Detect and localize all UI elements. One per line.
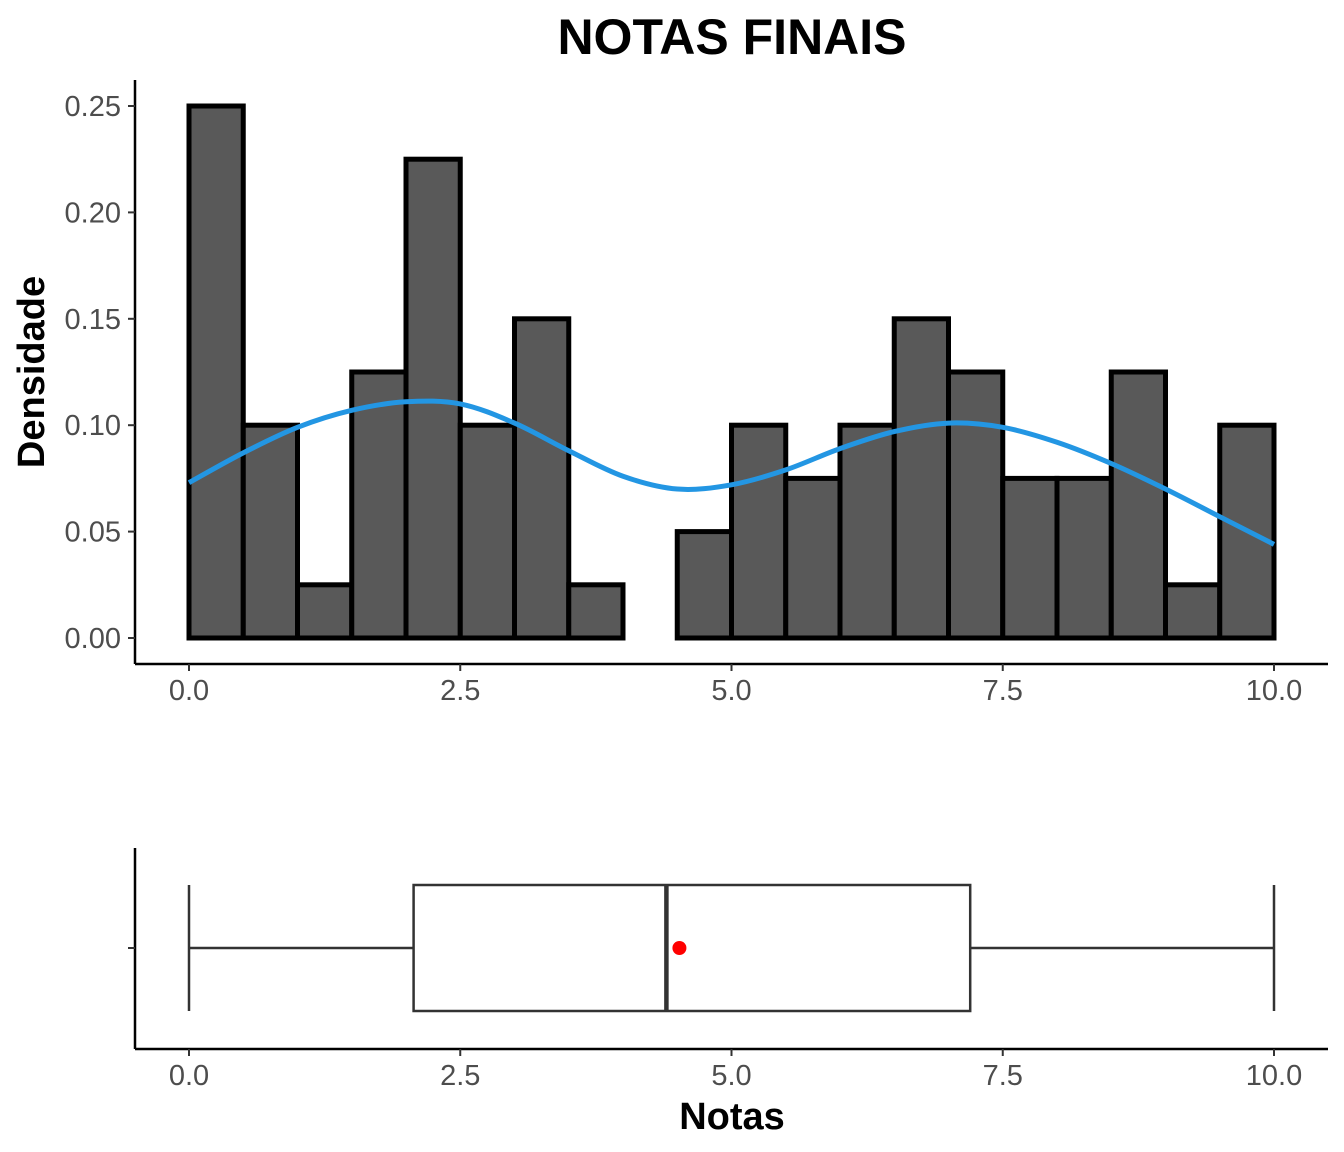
histogram-bar (946, 369, 1006, 641)
histogram-bar (1054, 475, 1114, 641)
x-tick-label: 7.5 (983, 675, 1023, 707)
histogram-bar (349, 369, 409, 641)
histogram-bar (512, 316, 572, 641)
y-tick-label: 0.10 (65, 410, 121, 442)
histogram-bar (1108, 369, 1168, 641)
x-tick-label: 5.0 (711, 675, 751, 707)
histogram-bar (1000, 475, 1060, 641)
histogram-bar (566, 582, 626, 641)
histogram-x-ticks: 0.0 2.5 5.0 7.5 10.0 (169, 664, 1302, 707)
histogram-bar (1163, 582, 1223, 641)
histogram-bar (457, 422, 517, 641)
y-tick-label: 0.15 (65, 304, 121, 336)
interquartile-box (412, 883, 972, 1013)
histogram-bar (837, 422, 897, 641)
chart-title: NOTAS FINAIS (557, 9, 906, 65)
histogram-y-ticks: 0.00 0.05 0.10 0.15 0.20 0.25 (65, 91, 135, 655)
boxplot-panel: 0.0 2.5 5.0 7.5 10.0 Notas (128, 848, 1328, 1138)
x-tick-label: 7.5 (983, 1060, 1023, 1092)
histogram-bar (403, 156, 463, 641)
x-axis-title: Notas (679, 1096, 785, 1138)
histogram-bar (674, 529, 734, 641)
x-tick-label: 10.0 (1246, 675, 1302, 707)
y-tick-label: 0.25 (65, 91, 121, 123)
x-tick-label: 2.5 (440, 675, 480, 707)
x-tick-label: 10.0 (1246, 1060, 1302, 1092)
histogram-panel: 0.00 0.05 0.10 0.15 0.20 0.25 0.0 2.5 5.0 7.5 10.… (11, 80, 1328, 707)
x-tick-label: 2.5 (440, 1060, 480, 1092)
histogram-bar (783, 475, 843, 641)
y-tick-label: 0.20 (65, 197, 121, 229)
histogram-bar (295, 582, 355, 641)
density-curve (187, 398, 1276, 547)
x-tick-label: 5.0 (711, 1060, 751, 1092)
histogram-bars (186, 103, 1277, 641)
histogram-bar (729, 422, 789, 641)
y-axis-title: Densidade (11, 276, 53, 468)
mean-point (672, 941, 687, 955)
boxplot (187, 883, 1276, 1013)
y-tick-label: 0.05 (65, 517, 121, 549)
histogram-bar (186, 103, 246, 641)
histogram-bar (891, 316, 951, 641)
x-tick-label: 0.0 (169, 675, 209, 707)
x-tick-label: 0.0 (169, 1060, 209, 1092)
histogram-bar (1217, 422, 1277, 641)
boxplot-x-ticks: 0.0 2.5 5.0 7.5 10.0 (169, 1049, 1302, 1092)
y-tick-label: 0.00 (65, 623, 121, 655)
histogram-bar (240, 422, 300, 641)
